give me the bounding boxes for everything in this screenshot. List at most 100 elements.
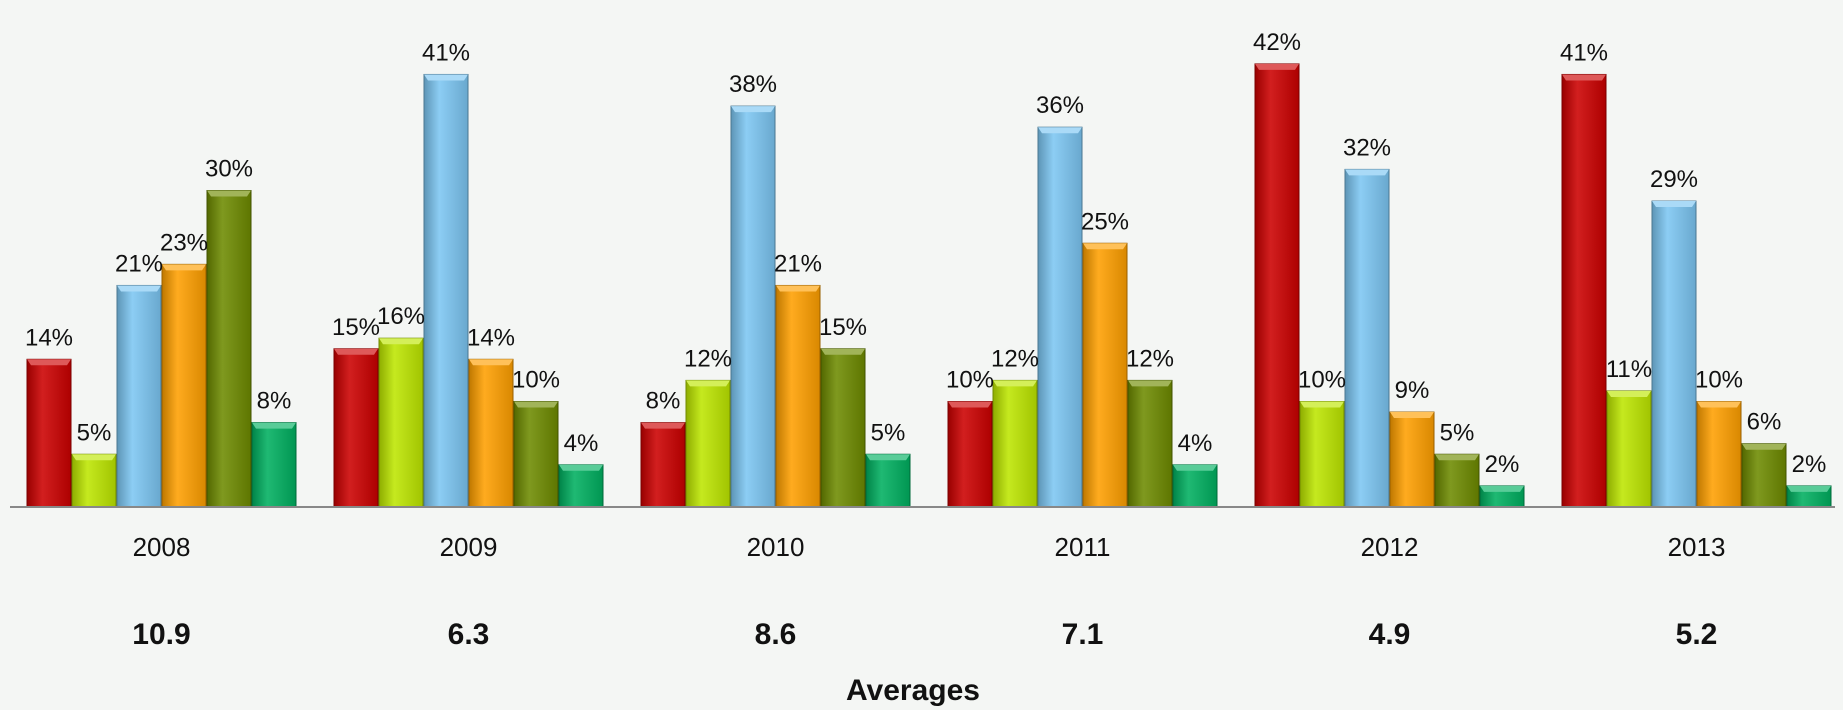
bar-cap-2013-s4 [1697, 401, 1741, 408]
average-value-2009: 6.3 [448, 618, 490, 651]
data-label-2012-s3: 32% [1343, 134, 1391, 161]
bar-cap-2011-s1 [948, 401, 992, 408]
bar-cap-2010-s3 [731, 106, 775, 113]
bar-2012-s2 [1299, 401, 1345, 508]
bar-2010-s1 [640, 422, 686, 508]
data-label-2012-s6: 2% [1485, 451, 1520, 478]
bar-cap-2011-s5 [1128, 380, 1172, 387]
data-label-2013-s3: 29% [1650, 166, 1698, 193]
data-label-2013-s1: 41% [1560, 39, 1608, 66]
data-label-2010-s1: 8% [646, 388, 681, 415]
data-label-2012-s5: 5% [1440, 419, 1475, 446]
bar-cap-2013-s6 [1787, 485, 1831, 492]
bar-cap-2008-s6 [252, 422, 296, 429]
bar-2010-s3 [730, 105, 776, 508]
bar-2008-s6 [251, 422, 297, 508]
bar-2008-s2 [71, 453, 117, 508]
bar-cap-2008-s3 [117, 285, 161, 292]
data-label-2008-s4: 23% [160, 229, 208, 256]
data-label-2010-s2: 12% [684, 345, 732, 372]
bar-cap-2009-s6 [559, 464, 603, 471]
data-label-2009-s1: 15% [332, 314, 380, 341]
bar-cap-2012-s4 [1390, 412, 1434, 419]
category-label-2011: 2011 [1055, 532, 1111, 562]
bar-cap-2010-s5 [821, 348, 865, 355]
data-label-2013-s4: 10% [1695, 367, 1743, 394]
bar-2011-s1 [947, 401, 993, 508]
data-label-2008-s2: 5% [77, 419, 112, 446]
data-label-2013-s5: 6% [1747, 409, 1782, 436]
data-label-2010-s4: 21% [774, 250, 822, 277]
bar-2008-s5 [206, 190, 252, 508]
bar-cap-2010-s2 [686, 380, 730, 387]
bar-2012-s1 [1254, 63, 1300, 508]
data-label-2009-s3: 41% [422, 39, 470, 66]
data-label-2013-s2: 11% [1606, 356, 1652, 383]
bar-cap-2013-s5 [1742, 443, 1786, 450]
bar-2008-s4 [161, 263, 207, 508]
bar-2009-s2 [378, 337, 424, 508]
bar-2012-s4 [1389, 411, 1435, 508]
bar-cap-2013-s1 [1562, 74, 1606, 81]
bar-2008-s3 [116, 284, 162, 508]
average-value-2008: 10.9 [132, 618, 190, 651]
bar-2010-s2 [685, 379, 731, 508]
data-label-2009-s4: 14% [467, 324, 515, 351]
data-label-2008-s3: 21% [115, 250, 163, 277]
bar-2009-s1 [333, 348, 379, 508]
bar-cap-2011-s4 [1083, 243, 1127, 250]
data-label-2008-s1: 14% [25, 324, 73, 351]
category-label-2009: 2009 [440, 532, 498, 562]
bar-cap-2009-s1 [334, 348, 378, 355]
bar-cap-2008-s4 [162, 264, 206, 271]
bar-cap-2009-s4 [469, 359, 513, 366]
bar-2011-s2 [992, 379, 1038, 508]
category-label-2013: 2013 [1668, 532, 1726, 562]
bar-2010-s6 [865, 453, 911, 508]
average-value-2012: 4.9 [1369, 618, 1411, 651]
bar-cap-2012-s6 [1480, 485, 1524, 492]
bar-2010-s4 [775, 284, 821, 508]
bar-cap-2012-s1 [1255, 63, 1299, 70]
bar-cap-2010-s6 [866, 454, 910, 461]
data-label-2011-s3: 36% [1036, 92, 1084, 119]
bar-cap-2010-s4 [776, 285, 820, 292]
bar-2009-s4 [468, 358, 514, 508]
averages-group: 10.9 6.3 8.6 7.1 4.9 5.2 [132, 618, 1717, 651]
data-label-2009-s5: 10% [512, 367, 560, 394]
bar-cap-2010-s1 [641, 422, 685, 429]
bar-2013-s2 [1606, 390, 1652, 508]
data-label-2010-s3: 38% [729, 71, 777, 98]
data-label-2010-s5: 15% [819, 314, 867, 341]
data-label-2008-s5: 30% [205, 156, 253, 183]
category-label-2012: 2012 [1361, 532, 1419, 562]
bar-cap-2008-s5 [207, 190, 251, 197]
bar-2011-s4 [1082, 242, 1128, 508]
data-label-2012-s1: 42% [1253, 29, 1301, 56]
average-value-2010: 8.6 [755, 618, 797, 651]
bar-2010-s5 [820, 348, 866, 508]
data-label-2011-s1: 10% [946, 367, 994, 394]
bar-cap-2013-s2 [1607, 390, 1651, 397]
bar-2013-s4 [1696, 401, 1742, 508]
x-axis-title: Averages [846, 674, 980, 707]
category-label-2010: 2010 [747, 532, 805, 562]
data-labels-group: 14%5%21%23%30%8%15%16%41%14%10%4%8%12%38… [25, 29, 1826, 478]
data-label-2010-s6: 5% [871, 419, 906, 446]
bar-cap-2012-s3 [1345, 169, 1389, 176]
data-label-2009-s2: 16% [377, 303, 425, 330]
bar-cap-2012-s2 [1300, 401, 1344, 408]
bar-cap-2011-s2 [993, 380, 1037, 387]
bar-cap-2009-s3 [424, 74, 468, 81]
bar-2012-s3 [1344, 168, 1390, 508]
bar-2011-s5 [1127, 379, 1173, 508]
data-label-2008-s6: 8% [257, 388, 292, 415]
bar-2013-s3 [1651, 200, 1697, 508]
data-label-2009-s6: 4% [564, 430, 599, 457]
data-label-2012-s2: 10% [1298, 367, 1346, 394]
bar-cap-2012-s5 [1435, 454, 1479, 461]
category-labels-group: 2008 2009 2010 2011 2012 2013 [133, 532, 1726, 562]
data-label-2011-s5: 12% [1126, 345, 1174, 372]
bar-2012-s5 [1434, 453, 1480, 508]
